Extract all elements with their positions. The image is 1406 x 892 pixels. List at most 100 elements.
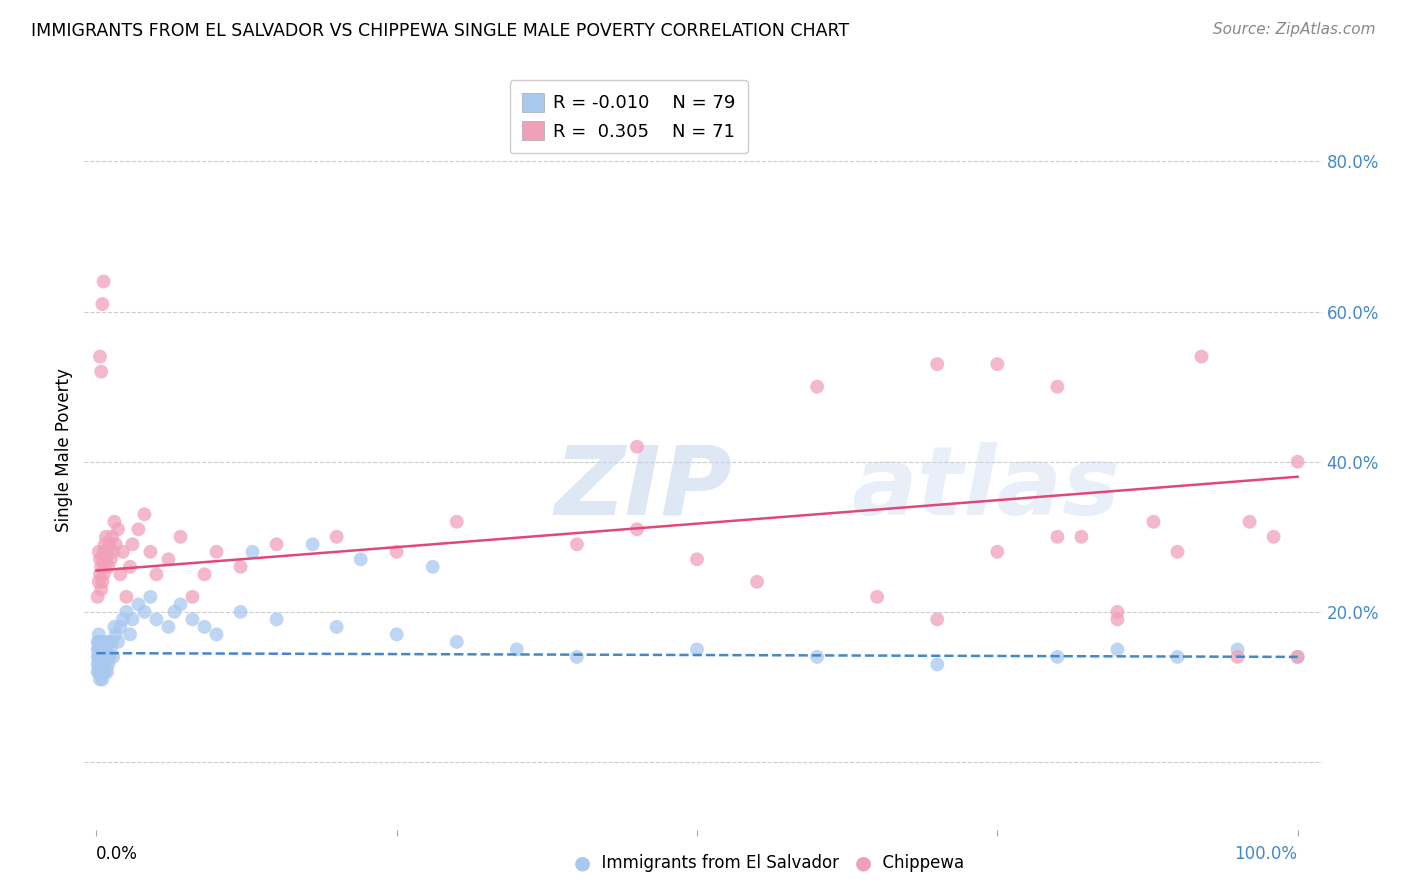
Point: [139, 590, 162, 604]
Point: [96, 649, 118, 664]
Point: [145, 612, 167, 626]
Point: [90, 365, 112, 379]
Point: [686, 552, 709, 566]
Point: [139, 545, 162, 559]
Point: [111, 612, 134, 626]
Point: [169, 598, 191, 612]
Point: [97, 635, 120, 649]
Point: [1191, 350, 1213, 364]
Point: [93, 567, 115, 582]
Point: [229, 559, 252, 574]
Point: [385, 545, 408, 559]
Point: [86, 590, 108, 604]
Point: [86, 635, 108, 649]
Point: [745, 574, 768, 589]
Point: [93, 275, 115, 289]
Point: [94, 559, 117, 574]
Point: [91, 673, 114, 687]
Point: [89, 665, 111, 679]
Point: [91, 574, 114, 589]
Point: [91, 657, 114, 672]
Point: [87, 649, 110, 664]
Point: [90, 657, 112, 672]
Point: [89, 673, 111, 687]
Text: IMMIGRANTS FROM EL SALVADOR VS CHIPPEWA SINGLE MALE POVERTY CORRELATION CHART: IMMIGRANTS FROM EL SALVADOR VS CHIPPEWA …: [31, 22, 849, 40]
Point: [89, 657, 111, 672]
Point: [97, 657, 120, 672]
Point: [1286, 649, 1309, 664]
Text: 100.0%: 100.0%: [1234, 845, 1298, 863]
Point: [98, 537, 121, 551]
Point: [94, 657, 117, 672]
Point: [565, 537, 588, 551]
Point: [107, 635, 129, 649]
Point: [686, 642, 709, 657]
Point: [1046, 379, 1069, 393]
Point: [86, 665, 108, 679]
Point: [1046, 530, 1069, 544]
Point: [350, 552, 373, 566]
Point: [103, 515, 125, 529]
Point: [626, 440, 648, 454]
Point: [266, 537, 288, 551]
Point: [927, 357, 949, 371]
Point: [145, 567, 167, 582]
Point: [89, 649, 111, 664]
Point: [110, 620, 132, 634]
Point: [86, 649, 108, 664]
Point: [806, 379, 828, 393]
Point: [866, 590, 889, 604]
Point: [157, 620, 180, 634]
Text: ZIP: ZIP: [554, 442, 733, 535]
Point: [93, 545, 115, 559]
Point: [134, 605, 156, 619]
Point: [1070, 530, 1092, 544]
Point: [1226, 642, 1249, 657]
Point: [86, 642, 108, 657]
Point: [121, 612, 143, 626]
Point: [325, 530, 347, 544]
Point: [96, 545, 118, 559]
Point: [94, 649, 117, 664]
Point: [986, 545, 1008, 559]
Point: [94, 530, 117, 544]
Point: [101, 530, 124, 544]
Text: ●: ●: [574, 854, 591, 873]
Point: [127, 598, 149, 612]
Point: [91, 552, 114, 566]
Point: [1239, 515, 1261, 529]
Point: [87, 657, 110, 672]
Point: [103, 620, 125, 634]
Point: [229, 605, 252, 619]
Point: [87, 665, 110, 679]
Point: [87, 627, 110, 641]
Point: [121, 537, 143, 551]
Point: [118, 559, 141, 574]
Point: [91, 642, 114, 657]
Point: [90, 665, 112, 679]
Point: [927, 612, 949, 626]
Point: [157, 552, 180, 566]
Point: [94, 635, 117, 649]
Point: [89, 635, 111, 649]
Point: [86, 657, 108, 672]
Point: [100, 552, 122, 566]
Text: Chippewa: Chippewa: [872, 855, 965, 872]
Point: [89, 567, 111, 582]
Point: [1107, 605, 1129, 619]
Point: [626, 522, 648, 536]
Point: [301, 537, 323, 551]
Point: [103, 649, 125, 664]
Point: [506, 642, 529, 657]
Point: [94, 537, 117, 551]
Point: [87, 545, 110, 559]
Point: [90, 582, 112, 597]
Point: [91, 297, 114, 311]
Text: Immigrants from El Salvador: Immigrants from El Salvador: [591, 855, 838, 872]
Point: [986, 357, 1008, 371]
Point: [110, 567, 132, 582]
Point: [101, 635, 124, 649]
Point: [1142, 515, 1164, 529]
Point: [94, 665, 117, 679]
Point: [806, 649, 828, 664]
